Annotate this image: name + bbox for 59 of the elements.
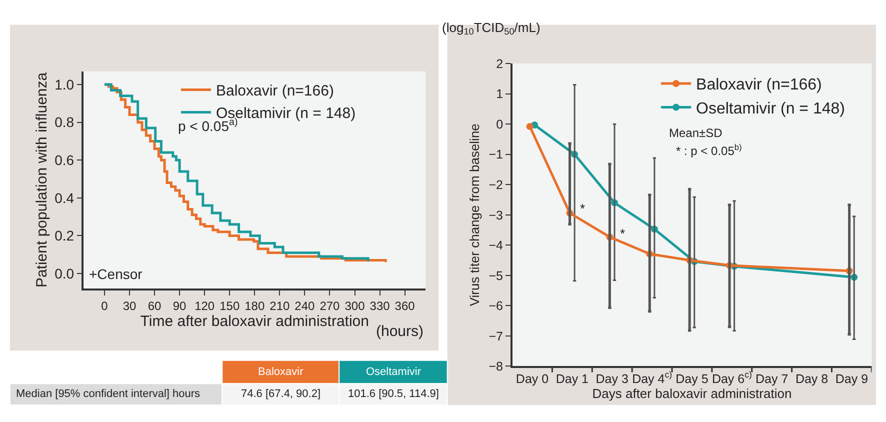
x-tick-label: 300 <box>344 298 366 313</box>
x-tick-label: 0 <box>101 298 108 313</box>
y-tick-label: −7 <box>488 329 504 344</box>
y-tick-label: 1 <box>496 87 504 102</box>
y-tick-label: −4 <box>488 238 504 253</box>
y-tick-label: 0.0 <box>54 265 74 282</box>
y-tick-label: −1 <box>488 148 504 162</box>
x-axis-title: Time after baloxavir administration <box>140 312 369 330</box>
text: (hours) <box>376 323 424 340</box>
annotation: Mean±SD <box>669 126 723 140</box>
text: Baloxavir <box>258 366 304 378</box>
x-tick-label: Day 8 <box>795 372 828 386</box>
legend-label: Baloxavir (n=166) <box>696 76 822 94</box>
y-tick-label: −6 <box>488 299 504 314</box>
y-tick-label: −8 <box>488 360 504 374</box>
y-tick-label: 2 <box>496 56 504 71</box>
text: (log$_{10}$TCID$_{50}$/mL) <box>442 20 540 37</box>
x-tick-label: 30 <box>122 298 136 313</box>
x-tick-label: 270 <box>320 298 340 313</box>
text: Oseltamivir <box>366 366 422 378</box>
y-axis-title: Virus titer change from baseline <box>467 124 482 306</box>
y-tick-label: −3 <box>488 208 504 222</box>
annotation: * <box>580 201 586 216</box>
x-tick-label: Day 0 <box>516 372 549 386</box>
y-tick-label: 1.0 <box>54 76 74 92</box>
x-tick-label: Day 5 <box>676 372 708 386</box>
x-tick-label: 120 <box>194 298 215 313</box>
legend-label: Oseltamivir (n = 148) <box>696 100 845 118</box>
legend-label: Baloxavir (n=166) <box>216 82 334 100</box>
x-tick-label: Day 6$^{c)}$ <box>712 370 752 386</box>
x-tick-label: Day 9 <box>835 372 868 386</box>
y-axis-title: Patient population with influenza <box>33 72 50 288</box>
x-tick-label: 240 <box>294 298 316 313</box>
x-tick-label: 210 <box>270 298 290 313</box>
x-tick-label: 150 <box>220 298 240 313</box>
x-axis-title: Days after baloxavir administration <box>592 386 792 401</box>
annotation: * : p < 0.05$^{b)}$ <box>676 142 742 158</box>
text: 101.6 [90.5, 114.9] <box>348 388 439 400</box>
y-tick-label: −5 <box>488 268 504 283</box>
y-tick-label: 0.2 <box>54 228 74 244</box>
x-tick-label: 60 <box>148 298 162 313</box>
x-tick-label: 180 <box>244 298 265 313</box>
text: 74.6 [67.4, 90.2] <box>241 388 321 400</box>
x-tick-label: Day 3 <box>596 372 628 386</box>
text: Median [95% confident interval] hours <box>16 388 201 400</box>
y-tick-label: −2 <box>488 178 504 192</box>
y-tick-label: 0.6 <box>54 152 74 168</box>
annotation: p < 0.05$^{a)}$ <box>178 117 238 134</box>
y-tick-label: 0 <box>496 117 504 132</box>
x-tick-label: Day 1 <box>556 372 589 386</box>
annotation: +Censor <box>89 266 143 282</box>
x-tick-label: 330 <box>370 298 390 313</box>
y-tick-label: 0.8 <box>54 114 74 130</box>
x-tick-label: 90 <box>172 298 187 313</box>
y-tick-label: 0.4 <box>54 190 74 206</box>
annotation: * <box>620 226 626 241</box>
x-tick-label: 360 <box>394 298 416 313</box>
x-tick-label: Day 4$^{c)}$ <box>632 370 672 386</box>
x-tick-label: Day 7 <box>756 372 788 386</box>
